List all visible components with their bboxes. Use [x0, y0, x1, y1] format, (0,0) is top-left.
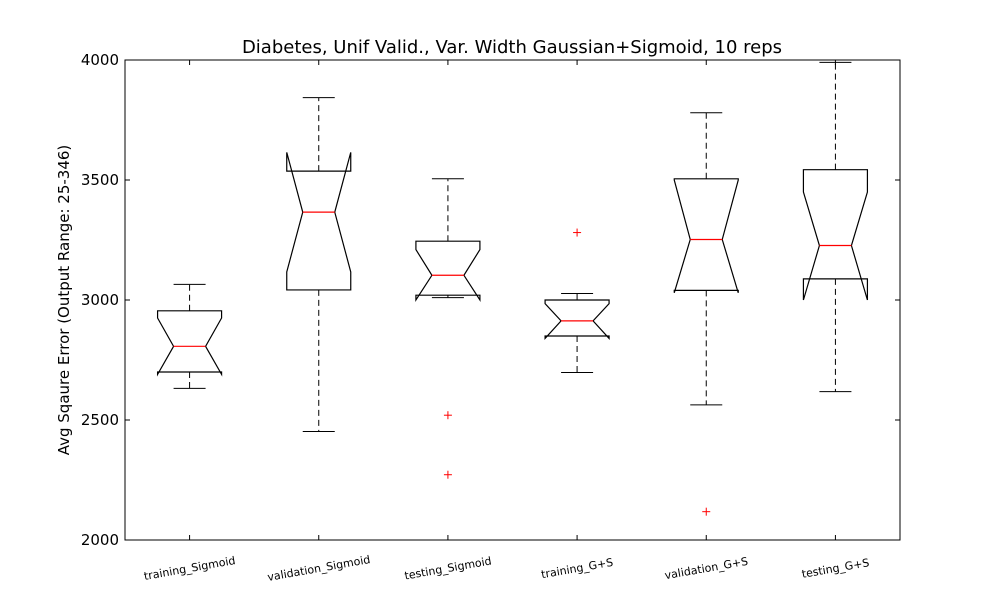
box [802, 169, 869, 301]
plot-area-frame [124, 59, 901, 541]
x-tick-label: testing_Sigmoid [403, 554, 492, 582]
x-tick-label: validation_Sigmoid [266, 553, 371, 584]
box [673, 178, 739, 293]
y-tick-label: 2500 [81, 411, 119, 429]
box [286, 152, 352, 291]
x-tick-label: testing_G+S [801, 556, 871, 581]
y-tick-label: 3500 [81, 171, 119, 189]
box [415, 240, 481, 303]
y-tick-label: 3000 [81, 291, 119, 309]
box [544, 299, 610, 340]
chart-title: Diabetes, Unif Valid., Var. Width Gaussi… [242, 37, 782, 58]
x-tick-label: training_G+S [540, 556, 614, 581]
box [156, 310, 223, 377]
y-tick-label: 4000 [81, 51, 119, 69]
y-axis-label: Avg Sqaure Error (Output Range: 25-346) [55, 145, 73, 456]
x-tick-label: validation_G+S [664, 555, 749, 582]
x-tick-label: training_Sigmoid [143, 554, 236, 583]
y-tick-label: 2000 [81, 531, 119, 549]
